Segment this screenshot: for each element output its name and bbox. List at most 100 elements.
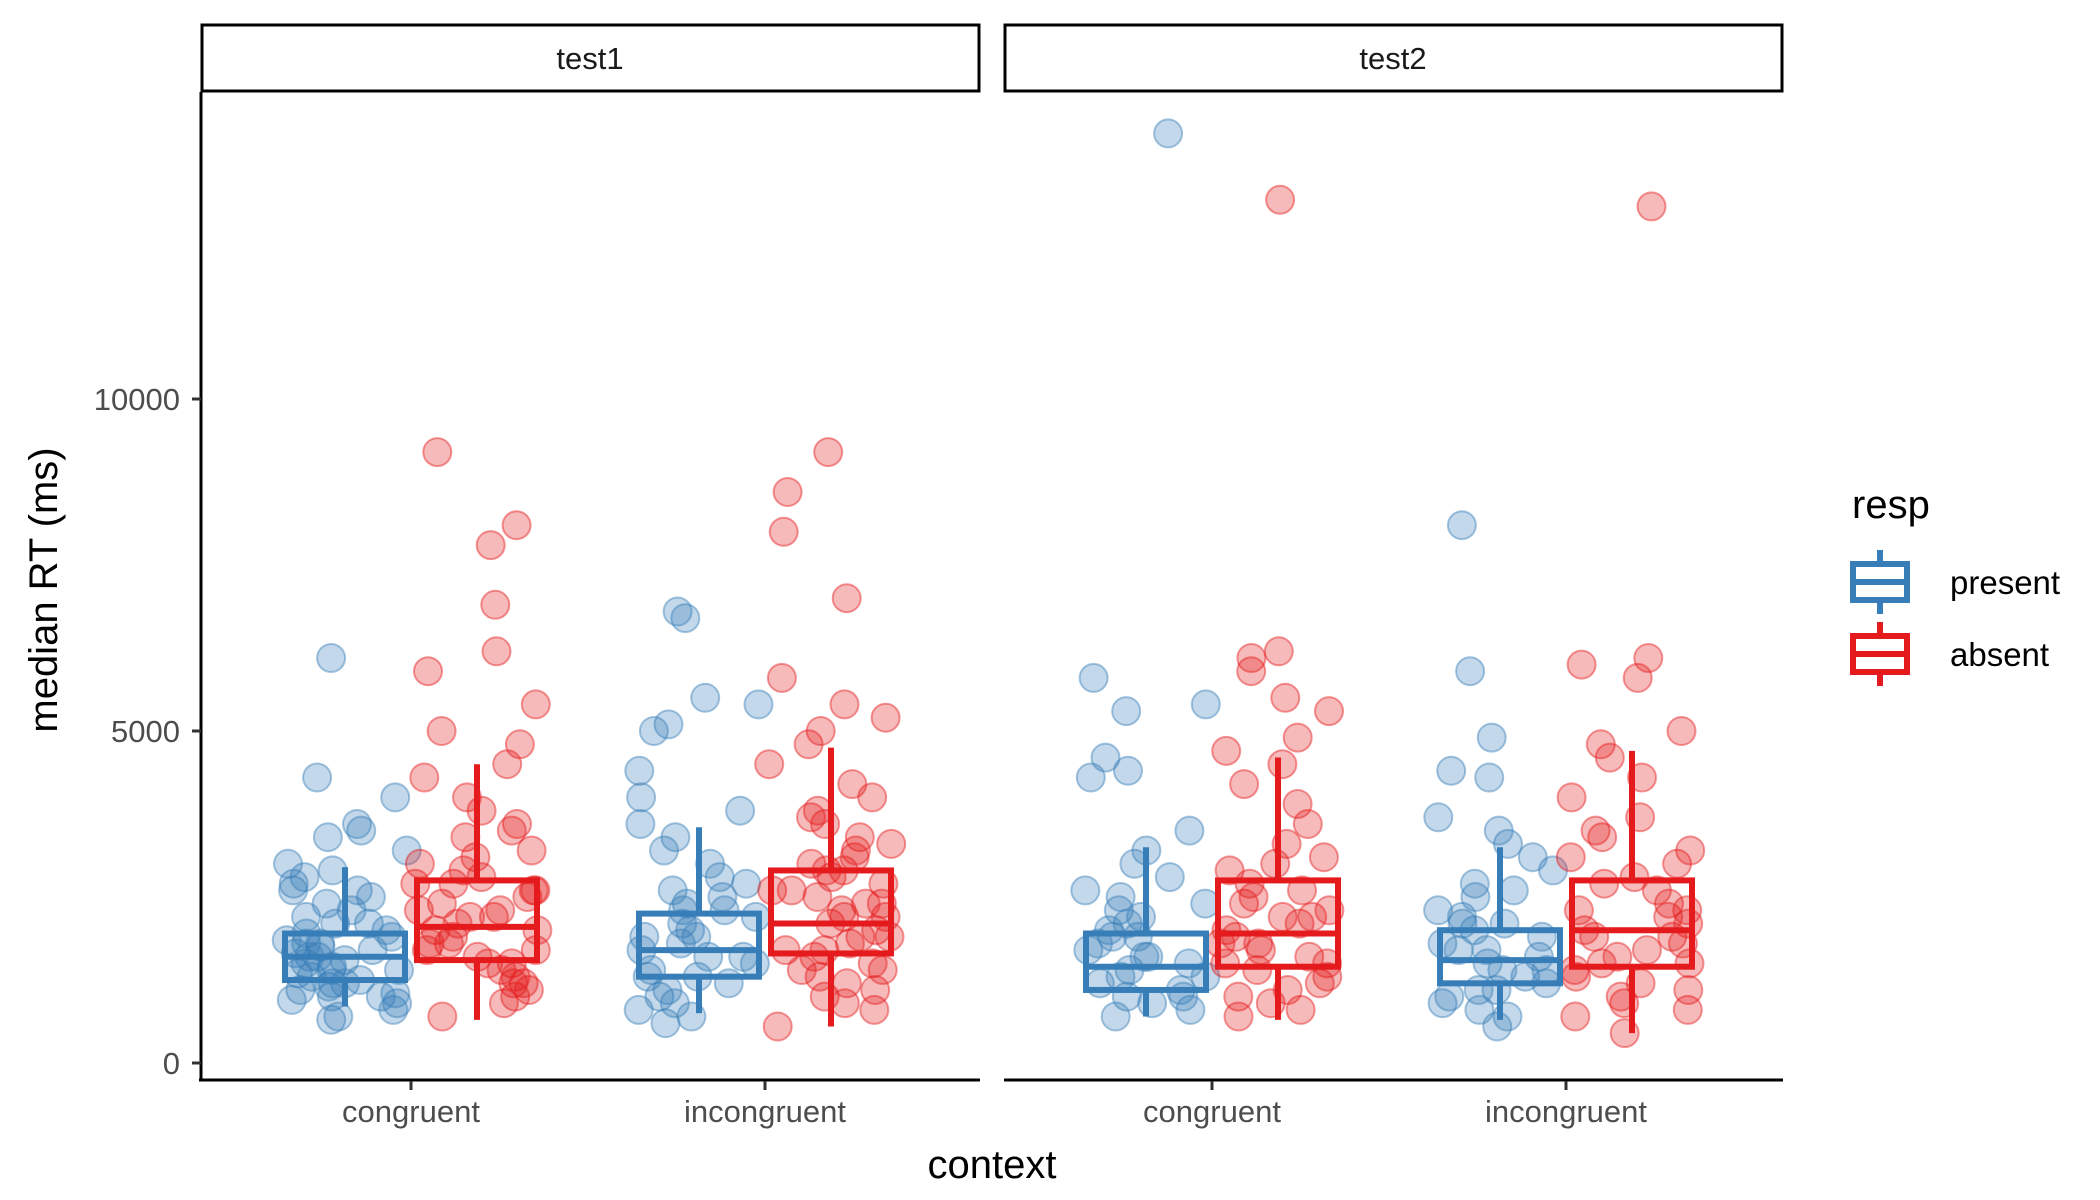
point-test1-congruent-absent — [475, 530, 506, 561]
point-test2-congruent-absent — [1242, 955, 1273, 985]
point-test1-congruent-present — [316, 1004, 347, 1035]
point-test2-congruent-absent — [1287, 875, 1317, 906]
point-test2-congruent-present — [1175, 994, 1206, 1025]
point-test2-congruent-present — [1173, 948, 1204, 979]
point-test1-congruent-absent — [508, 968, 539, 999]
point-test2-congruent-present — [1090, 742, 1121, 773]
point-test2-congruent-absent — [1308, 842, 1339, 873]
point-test2-incongruent-present — [1476, 722, 1507, 753]
point-test1-congruent-absent — [426, 888, 457, 919]
point-test1-incongruent-absent — [762, 1011, 793, 1042]
point-test1-incongruent-present — [649, 835, 679, 866]
point-test1-congruent-absent — [480, 589, 511, 620]
point-test1-congruent-absent — [513, 975, 544, 1005]
point-test1-incongruent-present — [650, 1008, 681, 1039]
panel-test2 — [1070, 118, 1706, 1049]
point-test2-congruent-present — [1190, 689, 1221, 720]
point-test1-incongruent-present — [659, 988, 690, 1019]
point-test2-incongruent-present — [1472, 948, 1503, 979]
point-test1-congruent-absent — [502, 809, 532, 839]
point-test2-incongruent-present — [1498, 875, 1529, 906]
point-test1-incongruent-present — [644, 981, 675, 1012]
point-test2-incongruent-present — [1434, 981, 1465, 1012]
point-test1-congruent-absent — [422, 437, 453, 468]
point-test2-congruent-absent — [1312, 948, 1343, 979]
y-tick-label: 5000 — [111, 714, 180, 749]
point-test1-incongruent-absent — [809, 935, 840, 966]
point-test1-incongruent-absent — [813, 437, 844, 468]
point-test1-incongruent-absent — [754, 749, 785, 780]
point-test1-incongruent-absent — [831, 968, 862, 999]
point-test1-congruent-present — [346, 815, 377, 846]
point-test1-congruent-absent — [426, 716, 457, 746]
point-test2-congruent-absent — [1267, 901, 1298, 932]
point-test1-incongruent-present — [653, 709, 684, 740]
point-test1-congruent-absent — [492, 749, 523, 780]
point-test2-congruent-present — [1114, 955, 1145, 985]
point-test2-congruent-absent — [1285, 994, 1316, 1025]
box-iqr — [636, 910, 762, 980]
point-test2-incongruent-present — [1538, 855, 1568, 886]
x-axis-title: context — [928, 1143, 1057, 1187]
box-iqr — [1569, 877, 1695, 970]
point-test1-congruent-present — [329, 945, 360, 976]
point-test2-congruent-absent — [1314, 696, 1344, 727]
point-test1-congruent-absent — [488, 988, 519, 1019]
point-test2-incongruent-present — [1423, 895, 1454, 926]
point-test1-incongruent-absent — [850, 888, 881, 919]
point-test2-incongruent-absent — [1673, 975, 1704, 1005]
point-test2-incongruent-present — [1464, 994, 1495, 1025]
point-test2-congruent-absent — [1223, 1001, 1254, 1032]
facet-label-test2: test2 — [1359, 41, 1426, 76]
point-test1-congruent-absent — [500, 981, 531, 1012]
point-test1-incongruent-present — [731, 868, 762, 899]
point-test2-incongruent-absent — [1675, 835, 1706, 866]
point-test2-congruent-absent — [1211, 735, 1242, 766]
point-test2-congruent-present — [1154, 862, 1185, 893]
point-test1-congruent-present — [289, 862, 320, 893]
point-test2-congruent-absent — [1282, 722, 1313, 753]
point-test1-incongruent-absent — [793, 729, 824, 760]
point-test1-incongruent-present — [624, 755, 655, 786]
point-test1-congruent-present — [382, 988, 413, 1019]
facet-strip-test2: test2 — [1003, 23, 1784, 93]
point-test2-congruent-absent — [1229, 888, 1259, 919]
point-test1-incongruent-absent — [772, 477, 803, 507]
point-test2-congruent-absent — [1292, 809, 1323, 839]
point-test2-incongruent-present — [1483, 815, 1514, 846]
x-tick-label-test1-congruent: congruent — [342, 1094, 480, 1129]
point-test1-congruent-absent — [516, 835, 547, 866]
facet-label-test1: test1 — [556, 41, 623, 76]
point-test2-incongruent-absent — [1587, 822, 1618, 853]
point-test1-congruent-absent — [504, 729, 535, 760]
point-test1-incongruent-present — [629, 921, 660, 952]
y-tick-label: 0 — [163, 1046, 180, 1081]
point-test1-incongruent-absent — [829, 901, 860, 932]
point-test2-incongruent-absent — [1633, 643, 1664, 673]
legend: resp present absent — [1850, 483, 2060, 686]
point-test2-congruent-present — [1097, 921, 1128, 952]
point-test1-congruent-absent — [438, 868, 469, 899]
point-test2-incongruent-present — [1459, 868, 1490, 899]
point-test2-incongruent-absent — [1589, 868, 1620, 899]
point-test1-congruent-absent — [520, 689, 551, 720]
point-test1-congruent-present — [296, 961, 327, 992]
box-iqr — [1437, 927, 1563, 987]
point-test2-congruent-present — [1174, 815, 1205, 846]
point-test1-congruent-absent — [420, 915, 451, 946]
point-test2-incongruent-absent — [1654, 888, 1684, 919]
point-test2-incongruent-present — [1474, 762, 1505, 793]
point-test1-incongruent-present — [667, 908, 698, 939]
point-test2-congruent-absent — [1223, 981, 1254, 1012]
point-test1-incongruent-present — [657, 875, 688, 906]
point-test2-incongruent-present — [1423, 802, 1454, 833]
point-test2-congruent-absent — [1270, 682, 1301, 713]
point-test2-congruent-absent — [1229, 769, 1260, 800]
point-test1-congruent-present — [342, 809, 372, 839]
point-test1-congruent-absent — [409, 762, 440, 793]
point-test1-incongruent-present — [704, 862, 735, 893]
box-test1-congruent-present — [282, 867, 408, 1007]
point-test1-incongruent-present — [690, 682, 721, 713]
point-test1-congruent-present — [365, 981, 396, 1012]
point-test1-congruent-present — [316, 643, 347, 673]
